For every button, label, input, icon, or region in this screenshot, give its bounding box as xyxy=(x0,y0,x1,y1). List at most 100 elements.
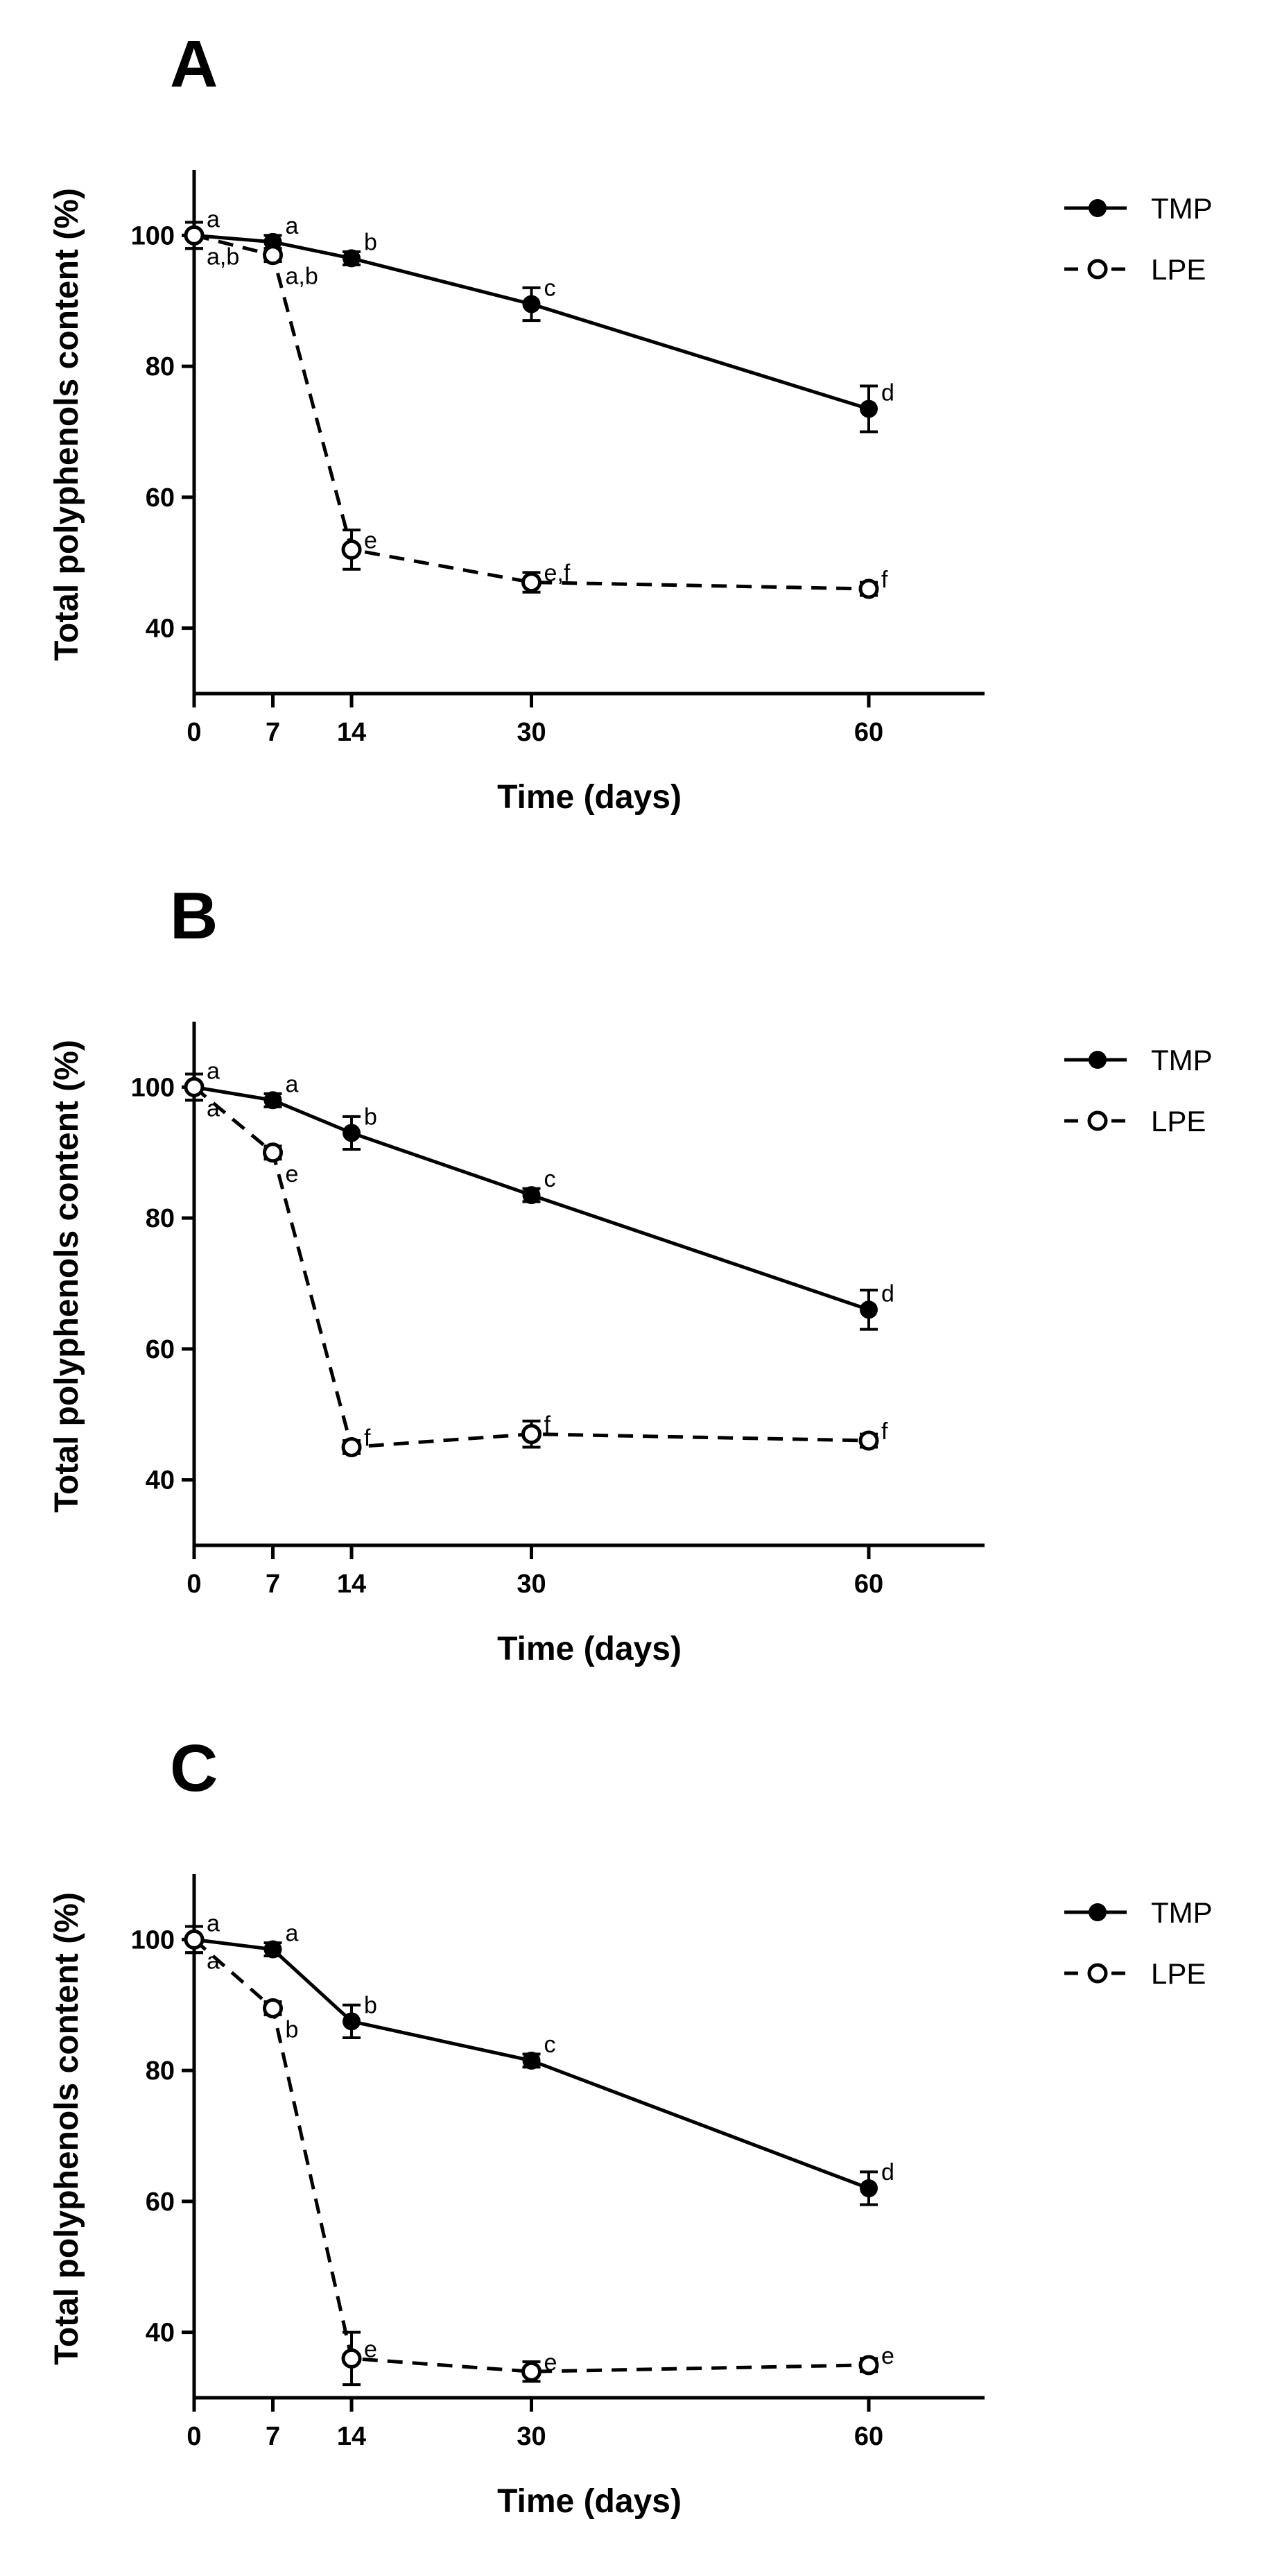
y-tick-label: 60 xyxy=(146,1335,175,1364)
data-point xyxy=(263,245,284,266)
legend-marker xyxy=(1089,1903,1107,1921)
significance-letter: d xyxy=(881,379,894,406)
y-tick-label: 80 xyxy=(146,2056,175,2086)
significance-letter: c xyxy=(544,1166,556,1192)
legend-label: TMP xyxy=(1151,192,1213,225)
significance-letter: e,f xyxy=(544,560,571,587)
data-point xyxy=(343,249,361,268)
series-line-lpe xyxy=(193,1938,869,2373)
significance-letter: f xyxy=(544,1412,551,1439)
significance-letter: b xyxy=(286,2016,299,2043)
legend: TMP LPE xyxy=(1064,192,1213,286)
x-tick-label: 60 xyxy=(854,2422,883,2451)
panel-letter: B xyxy=(170,879,218,953)
data-point xyxy=(341,539,362,560)
data-point xyxy=(184,225,205,246)
data-point xyxy=(860,2179,878,2197)
x-tick-label: 60 xyxy=(854,1570,883,1599)
significance-letter: a xyxy=(207,1910,220,1937)
panel-letter: A xyxy=(170,27,218,101)
x-axis-label: Time (days) xyxy=(497,1631,682,1667)
y-tick-label: 100 xyxy=(131,1925,175,1955)
legend-marker xyxy=(1089,1051,1107,1069)
significance-letter: e xyxy=(881,2343,894,2369)
x-axis-label: Time (days) xyxy=(497,779,682,816)
data-point xyxy=(860,400,878,418)
data-point xyxy=(521,2361,542,2382)
series-tmp: a a b c d xyxy=(185,1910,894,2206)
x-tick-label: 0 xyxy=(187,718,201,747)
data-point xyxy=(858,2355,879,2376)
significance-letter: a xyxy=(207,1095,220,1122)
significance-letter: a xyxy=(207,206,220,232)
x-tick-label: 30 xyxy=(517,1570,546,1599)
x-axis-label: Time (days) xyxy=(497,2483,682,2520)
data-point xyxy=(522,2051,541,2070)
data-point xyxy=(343,1124,361,1142)
data-point xyxy=(522,1186,541,1205)
x-tick-label: 60 xyxy=(854,718,883,747)
x-tick-label: 7 xyxy=(266,718,280,747)
significance-letter: d xyxy=(881,1280,894,1307)
x-tick-label: 30 xyxy=(517,718,546,747)
y-tick-label: 60 xyxy=(146,2188,175,2217)
x-tick-label: 14 xyxy=(337,2422,366,2451)
data-point xyxy=(263,1940,282,1959)
panel-letter: C xyxy=(170,1731,218,1805)
significance-letter: b xyxy=(364,1104,377,1130)
chart-panel-a: A 40 60 80 100 0 7 14 30 60 Time (days) Total polyp… xyxy=(49,27,1213,816)
legend-marker xyxy=(1087,1963,1108,1984)
data-point xyxy=(858,578,879,599)
legend-marker xyxy=(1087,259,1108,280)
data-point xyxy=(860,1300,878,1319)
y-tick-label: 100 xyxy=(131,1073,175,1102)
significance-letter: e xyxy=(286,1161,299,1187)
significance-letter: a,b xyxy=(286,264,318,290)
significance-letter: c xyxy=(544,275,556,301)
significance-letter: e xyxy=(544,2349,557,2376)
data-point xyxy=(263,1998,284,2018)
x-tick-label: 0 xyxy=(187,1570,201,1599)
significance-letter: d xyxy=(881,2159,894,2186)
x-tick-label: 7 xyxy=(266,2422,280,2451)
series-line-lpe xyxy=(193,1085,869,1450)
x-tick-label: 14 xyxy=(337,718,366,747)
legend-label: TMP xyxy=(1151,1896,1213,1929)
significance-letter: a,b xyxy=(207,243,239,270)
significance-letter: a xyxy=(286,1921,299,1947)
x-tick-label: 30 xyxy=(517,2422,546,2451)
y-tick-label: 80 xyxy=(146,352,175,381)
legend-label: TMP xyxy=(1151,1044,1213,1076)
data-point xyxy=(522,295,541,314)
chart-panel-c: C 40 60 80 100 0 7 14 30 60 Time (days) Total polyp… xyxy=(49,1731,1213,2520)
significance-letter: e xyxy=(364,2336,377,2362)
y-tick-label: 40 xyxy=(146,615,175,644)
series-tmp: a a b c d xyxy=(185,1058,894,1331)
legend-marker xyxy=(1087,1110,1108,1131)
significance-letter: c xyxy=(544,2032,556,2058)
data-point xyxy=(263,1091,282,1110)
legend-label: LPE xyxy=(1151,253,1206,286)
data-point xyxy=(343,2012,361,2031)
significance-letter: f xyxy=(364,1425,371,1451)
y-tick-label: 80 xyxy=(146,1204,175,1233)
significance-letter: a xyxy=(286,1071,299,1097)
data-point xyxy=(521,572,542,593)
series-line-tmp xyxy=(193,233,869,411)
series-lpe: a e f f f xyxy=(184,1072,888,1457)
legend-label: LPE xyxy=(1151,1105,1206,1137)
y-tick-label: 60 xyxy=(146,483,175,513)
significance-letter: b xyxy=(364,1992,377,2018)
data-point xyxy=(263,1142,284,1163)
y-tick-label: 40 xyxy=(146,2319,175,2348)
y-axis-label: Total polyphenols content (%) xyxy=(49,188,85,661)
y-axis-label: Total polyphenols content (%) xyxy=(49,1040,85,1513)
x-tick-label: 0 xyxy=(187,2422,201,2451)
legend-marker xyxy=(1089,199,1107,217)
legend-label: LPE xyxy=(1151,1957,1206,1990)
data-point xyxy=(341,2348,362,2369)
series-lpe: a b e e e xyxy=(184,1925,894,2387)
y-tick-label: 40 xyxy=(146,1466,175,1495)
